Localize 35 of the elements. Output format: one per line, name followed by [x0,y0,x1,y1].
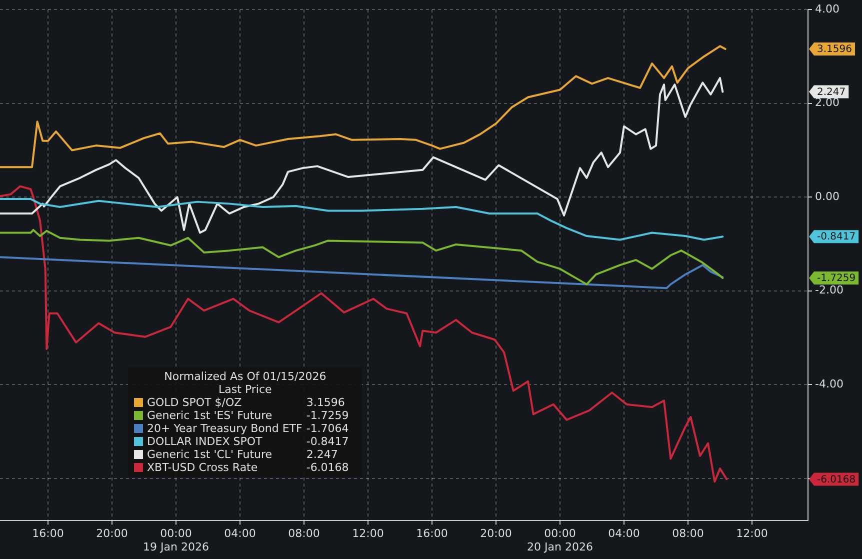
legend-label: Generic 1st 'ES' Future [147,409,274,422]
y-tick-label: -4.00 [815,378,844,391]
legend-label: DOLLAR INDEX SPOT [147,435,264,448]
y-tick-label: 4.00 [815,2,840,16]
y-tick-label: 2.00 [815,96,840,110]
x-tick-label: 12:00 [352,527,384,540]
x-tick-label: 12:00 [736,527,768,540]
x-tick-label: 20:00 [96,527,128,540]
x-tick-label: 00:00 19 Jan 2026 [143,527,209,554]
legend-label: GOLD SPOT $/OZ [147,396,243,409]
legend-title: Normalized As Of 01/15/2026 Last Price [163,370,328,396]
text: -1.7259 [817,273,856,284]
x-tick-label: 16:00 [416,527,448,540]
annotation: -6.0168 [306,461,350,474]
annotation: 2.247 [306,448,339,461]
x-tick-label: 08:00 [672,527,704,540]
y-tick-label: -2.00 [815,284,844,297]
x-tick-label: 04:00 [224,527,256,540]
annotation: -0.8417 [306,435,350,448]
x-tick-label: 16:00 [32,527,64,540]
text: 2.247 [817,86,846,98]
y-tick-label: 0.00 [815,190,840,203]
legend-label: XBT-USD Cross Rate [147,461,259,474]
annotation: -1.7259 [306,409,350,422]
x-tick-label: 04:00 [608,527,640,540]
legend-label: 20+ Year Treasury Bond ETF [147,422,302,435]
text: -0.8417 [817,232,856,243]
text: -6.0168 [817,474,856,486]
annotation: -1.7064 [306,422,350,435]
text: 3.1596 [817,44,852,56]
x-tick-label: 08:00 [288,527,320,540]
x-tick-label: 00:00 20 Jan 2026 [527,527,593,554]
annotation: 3.1596 [306,396,346,409]
legend-label: Generic 1st 'CL' Future [147,448,274,461]
x-tick-label: 20:00 [480,527,512,540]
